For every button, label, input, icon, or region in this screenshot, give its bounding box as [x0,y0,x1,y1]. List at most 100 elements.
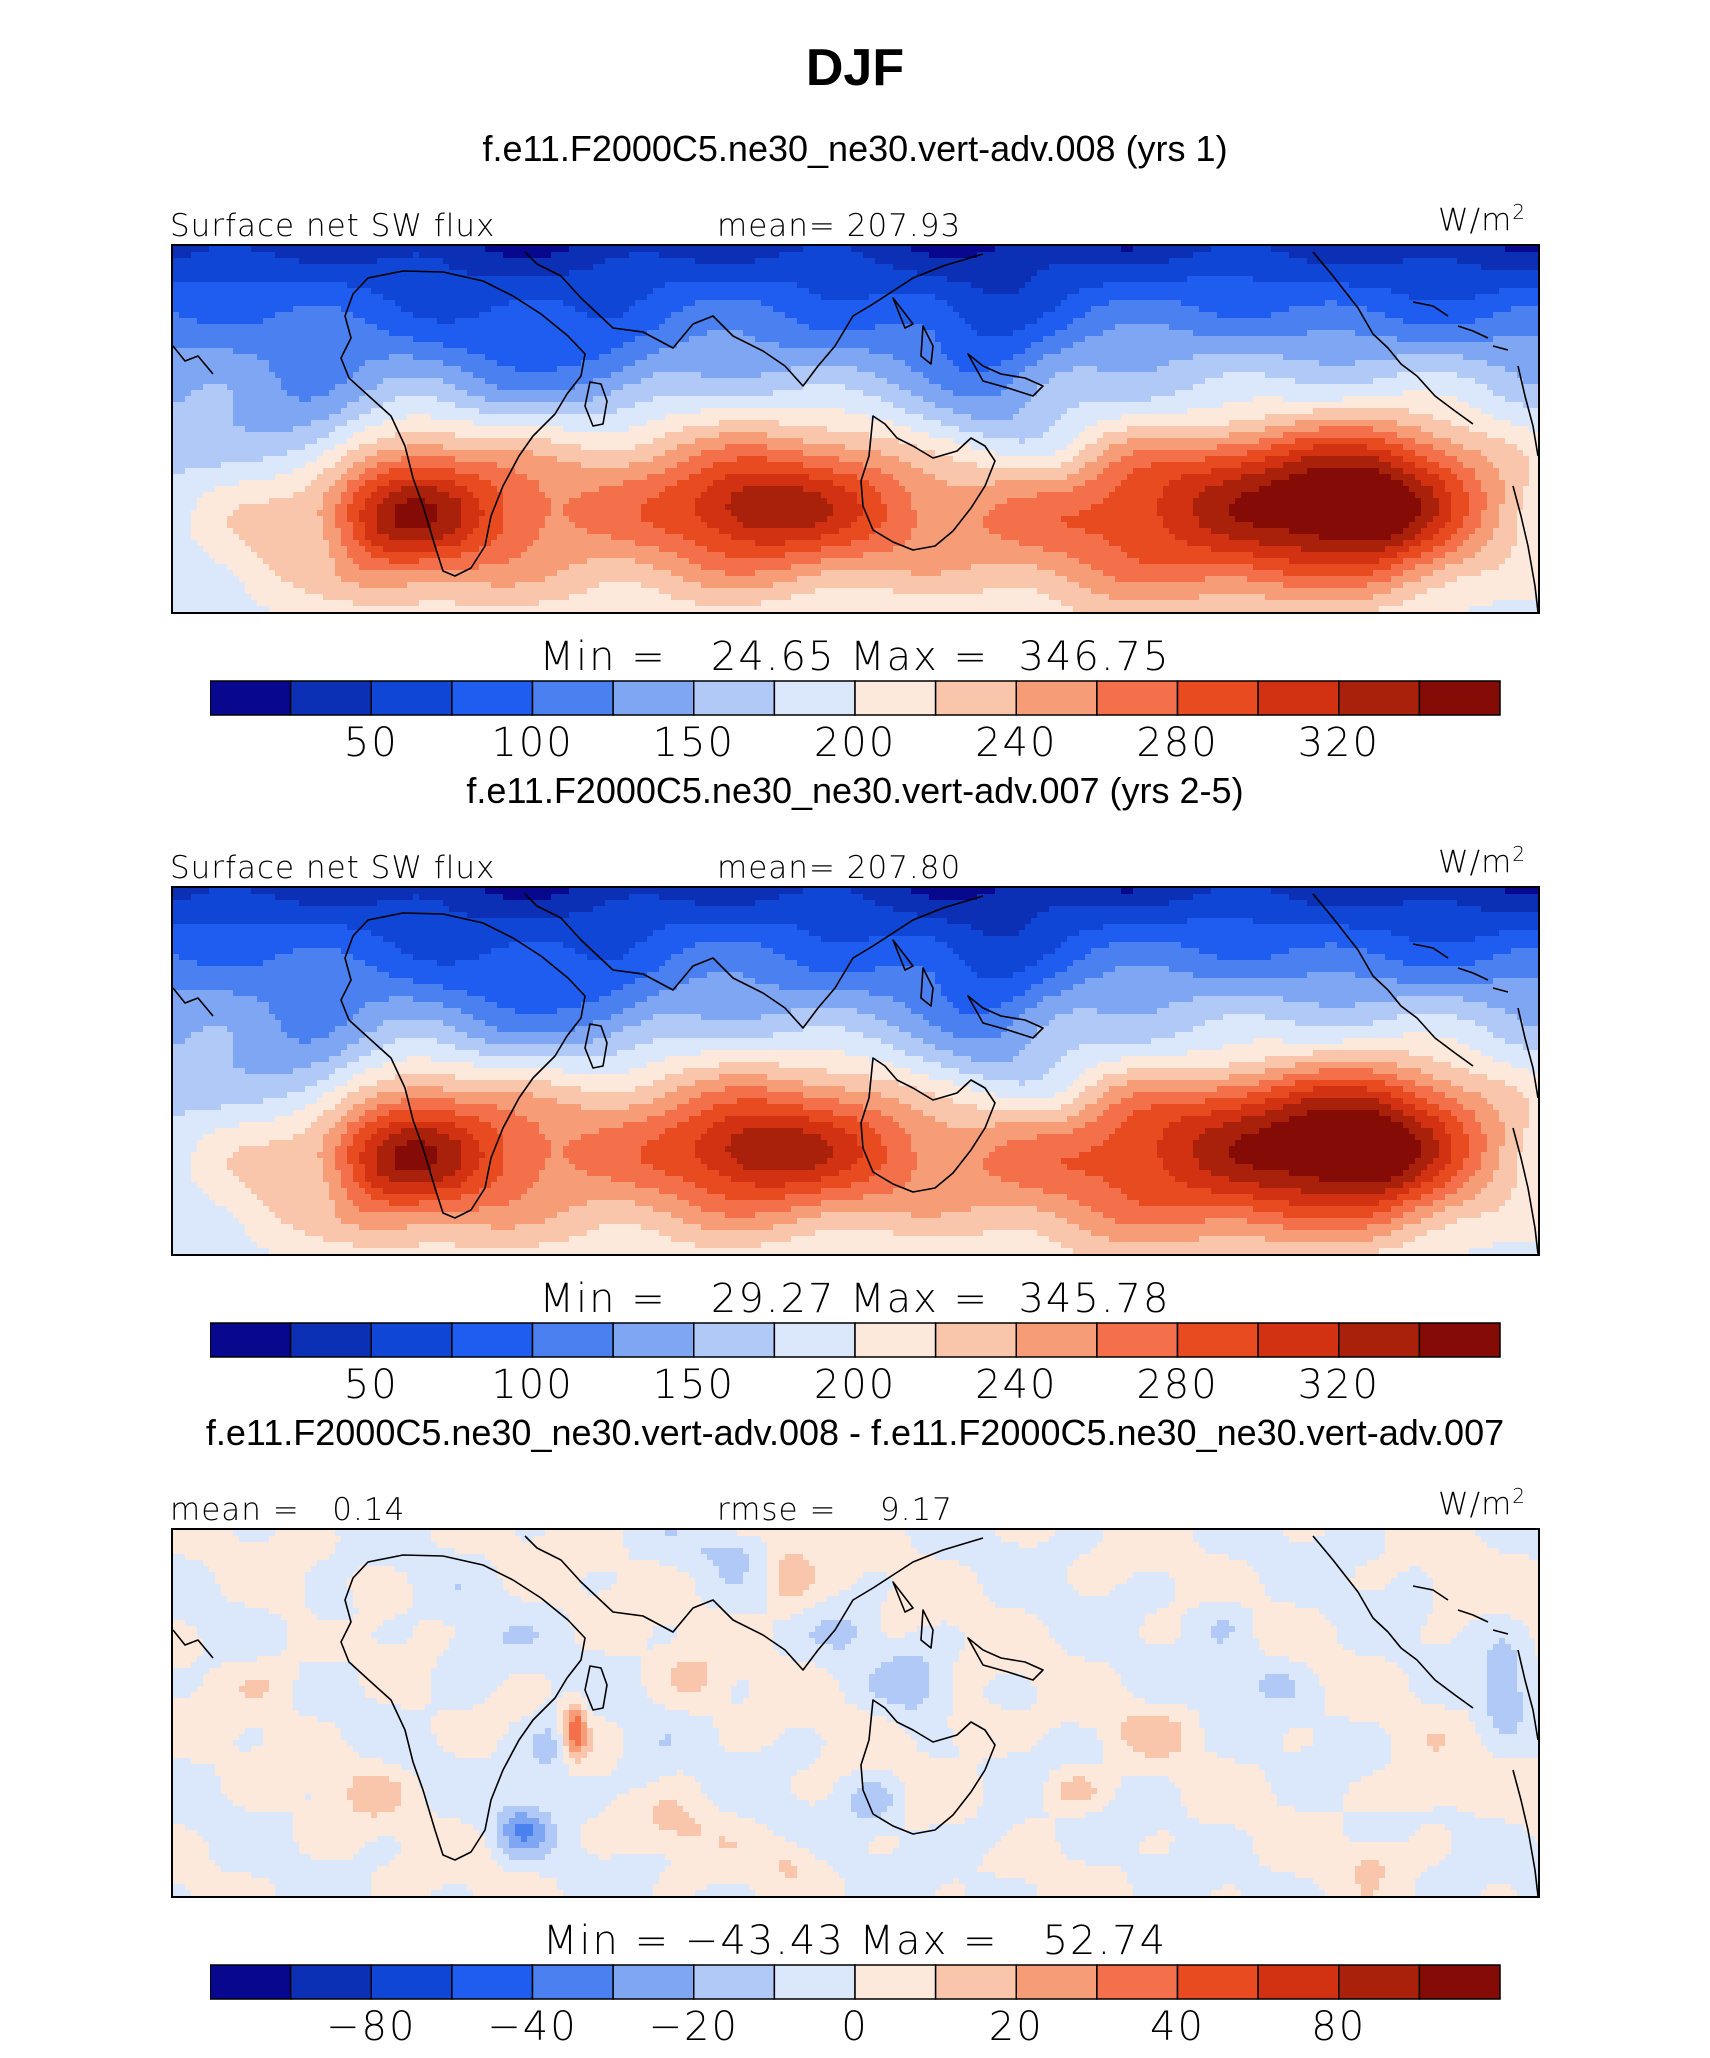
field-cell [1199,342,1206,349]
field-cell [719,276,726,283]
field-cell [209,282,216,289]
field-cell [1211,336,1218,343]
field-cell [1283,312,1290,319]
field-cell [737,324,744,331]
field-cell [767,282,774,289]
field-cell [251,366,258,373]
field-cell [1073,252,1080,259]
field-cell [191,288,198,295]
field-cell [413,276,420,283]
field-cell [305,354,312,361]
field-cell [845,288,852,295]
field-cell [329,372,336,379]
field-cell [1211,246,1218,253]
field-cell [1469,288,1476,295]
field-cell [617,318,624,325]
field-cell [263,306,270,313]
field-cell [653,300,660,307]
field-cell [665,288,672,295]
field-cell [635,312,642,319]
field-cell [875,300,882,307]
field-cell [1067,330,1074,337]
field-cell [863,288,870,295]
field-cell [929,276,936,283]
field-cell [1235,342,1242,349]
field-cell [851,282,858,289]
field-cell [1439,258,1446,265]
field-cell [1403,306,1410,313]
field-cell [1337,246,1344,253]
field-cell [875,348,882,355]
field-cell [1283,354,1290,361]
field-cell [581,312,588,319]
field-cell [1145,282,1152,289]
field-cell [1331,288,1338,295]
field-cell [191,372,198,379]
field-cell [695,354,702,361]
field-cell [1259,252,1266,259]
field-cell [1145,270,1152,277]
field-cell [1193,330,1200,337]
field-cell [1283,342,1290,349]
field-cell [545,312,552,319]
field-cell [1151,264,1158,271]
field-cell [1319,348,1326,355]
field-cell [941,354,948,361]
field-cell [293,372,300,379]
field-cell [479,300,486,307]
field-cell [731,264,738,271]
field-cell [971,270,978,277]
field-cell [1175,276,1182,283]
field-cell [611,324,618,331]
field-cell [1277,360,1284,367]
field-cell [827,306,834,313]
field-cell [503,264,510,271]
field-cell [563,264,570,271]
field-cell [275,336,282,343]
field-cell [983,354,990,361]
field-cell [233,300,240,307]
field-cell [581,282,588,289]
field-cell [623,306,630,313]
field-cell [473,348,480,355]
field-cell [1487,264,1494,271]
field-cell [1145,336,1152,343]
field-cell [401,342,408,349]
field-cell [803,270,810,277]
field-cell [1265,372,1272,379]
field-cell [359,294,366,301]
field-cell [815,324,822,331]
field-cell [599,252,606,259]
field-cell [431,318,438,325]
field-cell [1085,246,1092,253]
field-cell [1223,318,1230,325]
field-cell [233,330,240,337]
field-cell [419,252,426,259]
field-cell [359,246,366,253]
field-cell [1391,282,1398,289]
field-cell [1325,360,1332,367]
field-cell [749,324,756,331]
field-cell [443,336,450,343]
field-cell [1535,276,1538,283]
field-cell [389,342,396,349]
field-cell [1019,366,1026,373]
field-cell [1193,258,1200,265]
field-cell [1067,348,1074,355]
field-cell [1367,300,1374,307]
field-cell [1523,264,1530,271]
field-cell [1319,342,1326,349]
field-cell [1361,258,1368,265]
field-cell [1127,324,1134,331]
field-cell [1391,342,1398,349]
field-cell [965,306,972,313]
field-cell [569,306,576,313]
field-cell [215,366,222,373]
field-cell [851,366,858,373]
field-cell [1205,336,1212,343]
field-cell [599,276,606,283]
field-cell [821,306,828,313]
field-cell [725,288,732,295]
field-cell [569,252,576,259]
field-cell [443,288,450,295]
